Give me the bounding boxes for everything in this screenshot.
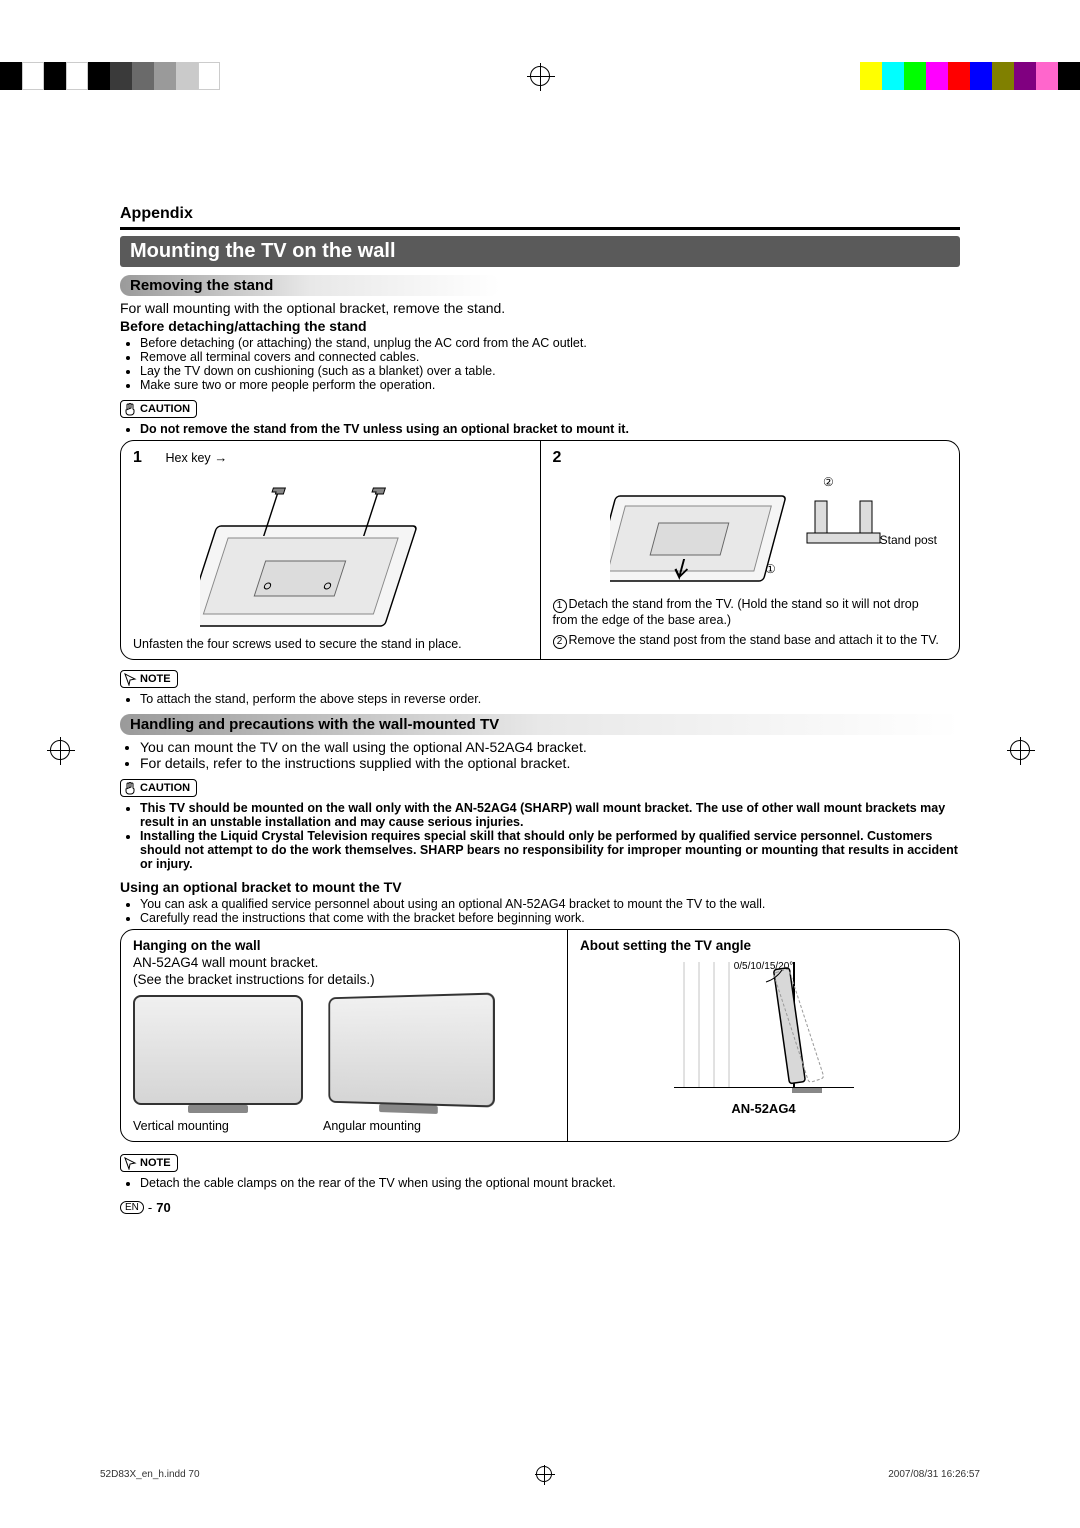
step-1: 1 Hex key →	[121, 441, 540, 659]
registration-bar	[0, 62, 1080, 90]
caution-badge-2: CAUTION	[120, 779, 197, 797]
bracket-code: AN-52AG4	[580, 1101, 947, 1116]
steps-box: 1 Hex key →	[120, 440, 960, 660]
appendix-label: Appendix	[120, 205, 960, 223]
caution-label-2: CAUTION	[140, 782, 190, 794]
svg-text:②: ②	[823, 475, 834, 489]
angle-col: About setting the TV angle 0/5/10/15/20°	[567, 930, 959, 1141]
footer-target-icon	[536, 1466, 552, 1482]
vertical-label: Vertical mounting	[133, 1119, 303, 1133]
mount-note-bullet: Detach the cable clamps on the rear of t…	[120, 1176, 960, 1190]
side-target-left-icon	[50, 740, 70, 760]
step-2: 2 ②	[540, 441, 960, 659]
print-timestamp: 2007/08/31 16:26:57	[888, 1469, 980, 1480]
center-target-icon	[530, 66, 550, 86]
caution-badge: CAUTION	[120, 400, 197, 418]
step2-line1: 1Detach the stand from the TV. (Hold the…	[553, 597, 948, 627]
angle-title: About setting the TV angle	[580, 938, 947, 953]
angle-degrees: 0/5/10/15/20°	[734, 961, 794, 972]
angle-diagram: 0/5/10/15/20°	[580, 957, 947, 1097]
using-title: Using an optional bracket to mount the T…	[120, 879, 960, 895]
page-number: 70	[156, 1200, 170, 1215]
vertical-mount-diagram	[133, 995, 303, 1105]
hanging-line1: AN-52AG4 wall mount bracket.	[133, 955, 555, 970]
page-footer: EN - 70	[120, 1200, 960, 1215]
caution-label: CAUTION	[140, 403, 190, 415]
print-footer: 52D83X_en_h.indd 70 2007/08/31 16:26:57	[100, 1466, 980, 1482]
hanging-col: Hanging on the wall AN-52AG4 wall mount …	[121, 930, 567, 1141]
note-label: NOTE	[140, 673, 171, 685]
before-title: Before detaching/attaching the stand	[120, 318, 960, 334]
pointer-icon	[123, 1156, 137, 1170]
lang-badge: EN	[120, 1201, 144, 1214]
side-target-right-icon	[1010, 740, 1030, 760]
handling-heading: Handling and precautions with the wall-m…	[120, 714, 960, 735]
removing-intro: For wall mounting with the optional brac…	[120, 300, 960, 316]
note-badge-2: NOTE	[120, 1154, 178, 1172]
angular-mount-diagram	[328, 992, 495, 1107]
note-badge: NOTE	[120, 670, 178, 688]
page-title: Mounting the TV on the wall	[120, 236, 960, 267]
hanging-title: Hanging on the wall	[133, 938, 555, 953]
step1-diagram	[133, 471, 528, 631]
note-bullet: To attach the stand, perform the above s…	[120, 692, 960, 706]
hex-key-label: Hex key	[166, 451, 211, 465]
hand-icon	[123, 402, 137, 416]
pointer-icon	[123, 672, 137, 686]
hand-icon	[123, 781, 137, 795]
using-bullets: You can ask a qualified service personne…	[120, 897, 960, 925]
header-rule	[120, 227, 960, 230]
handling-caution-bullets: This TV should be mounted on the wall on…	[120, 801, 960, 871]
step1-caption: Unfasten the four screws used to secure …	[133, 637, 528, 651]
mounting-box: Hanging on the wall AN-52AG4 wall mount …	[120, 929, 960, 1142]
caution-bullet: Do not remove the stand from the TV unle…	[120, 422, 960, 436]
stand-post-label: Stand post	[880, 533, 937, 547]
hanging-line2: (See the bracket instructions for detail…	[133, 972, 555, 987]
svg-text:①: ①	[765, 562, 776, 576]
arrow-icon: →	[214, 450, 227, 465]
step2-line2: 2Remove the stand post from the stand ba…	[553, 633, 948, 649]
note-label-2: NOTE	[140, 1157, 171, 1169]
print-file: 52D83X_en_h.indd 70	[100, 1469, 200, 1480]
removing-stand-heading: Removing the stand	[120, 275, 500, 296]
step2-diagram: ② ① Stand post	[553, 471, 948, 591]
before-bullets: Before detaching (or attaching) the stan…	[120, 336, 960, 392]
handling-bullets: You can mount the TV on the wall using t…	[120, 739, 960, 771]
page-content: Appendix Mounting the TV on the wall Rem…	[0, 50, 1080, 1215]
angular-label: Angular mounting	[323, 1119, 493, 1133]
